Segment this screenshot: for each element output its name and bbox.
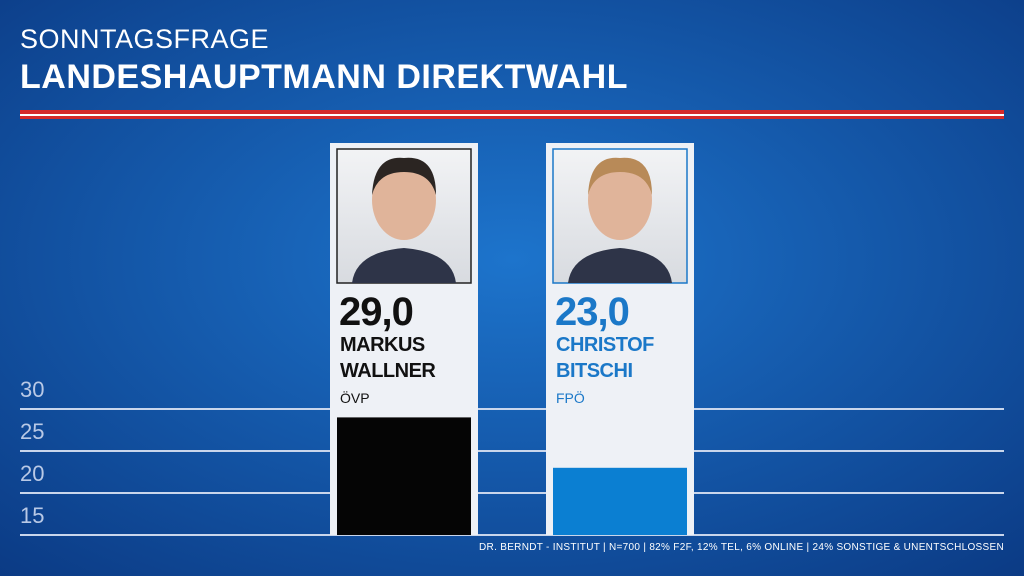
photo-hair — [588, 157, 652, 195]
source: DR. BERNDT - INSTITUT | N=700 | 82% F2F,… — [479, 542, 1004, 553]
y-tick-label: 15 — [20, 503, 45, 528]
photo-head — [588, 160, 652, 240]
y-tick-label: 25 — [20, 419, 45, 444]
y-tick-label: 20 — [20, 461, 45, 486]
photo-head — [372, 160, 436, 240]
party: FPÖ — [556, 390, 585, 406]
chart-title: LANDESHAUPTMANN DIREKTWAHL — [20, 58, 628, 96]
stripe — [20, 110, 1004, 114]
bar — [553, 467, 687, 535]
value-label: 23,0 — [555, 290, 630, 334]
candidate-name: MARKUS WALLNER — [340, 334, 436, 382]
stripe — [20, 114, 1004, 116]
y-tick-label: 30 — [20, 377, 45, 402]
value-label: 29,0 — [339, 290, 414, 334]
photo-body — [568, 248, 672, 283]
subtitle: SONNTAGSFRAGE — [20, 24, 270, 54]
photo-body — [352, 248, 456, 283]
stripe — [20, 116, 1004, 119]
photo-hair — [372, 157, 436, 195]
candidate-name: CHRISTOF BITSCHI — [556, 334, 654, 382]
bar — [337, 417, 471, 535]
party: ÖVP — [340, 390, 370, 406]
